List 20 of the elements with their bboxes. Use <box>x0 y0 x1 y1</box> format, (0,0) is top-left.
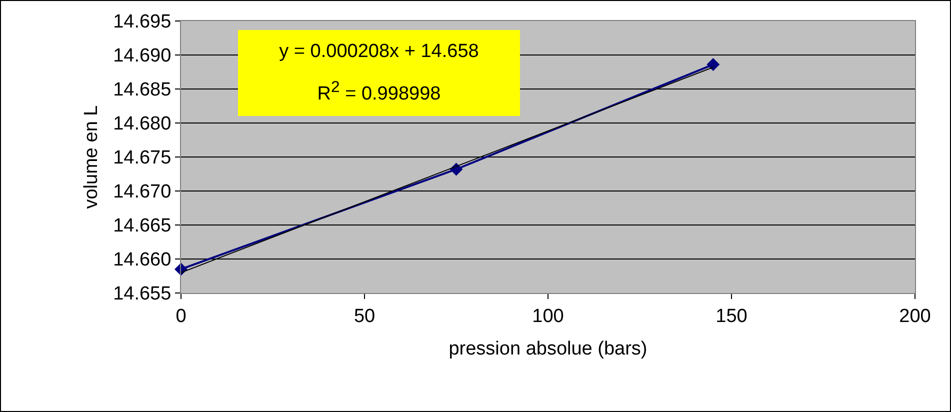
annotation: R$^{2}$ = 0.998998 <box>316 78 442 106</box>
x-tick-label: 50 <box>354 306 376 327</box>
x-tick-label: 150 <box>716 306 748 327</box>
x-tick-label: 100 <box>532 306 564 327</box>
note-box: y = 0.000208x + 14.658 R$^{2}$ = 0.998998 <box>238 30 520 116</box>
y-tick-label: 14.685 <box>113 80 172 101</box>
y-tick-label: 14.680 <box>113 114 172 135</box>
y-tick-label: 14.655 <box>113 284 172 305</box>
y-tick-label: 14.670 <box>113 182 172 203</box>
y-axis-title: volume en L <box>80 105 102 209</box>
x-tick-label: 200 <box>899 306 931 327</box>
annotation: y = 0.000208x + 14.658 <box>278 40 480 64</box>
x-tick-label: 0 <box>176 306 186 327</box>
y-tick-label: 14.665 <box>113 216 172 237</box>
y-tick-label: 14.675 <box>113 148 172 169</box>
y-tick-label: 14.690 <box>113 46 172 67</box>
point <box>706 58 720 72</box>
y-tick-label: 14.695 <box>113 12 172 33</box>
x-axis-title: pression absolue (bars) <box>448 338 648 360</box>
y-tick-label: 14.660 <box>113 250 172 271</box>
